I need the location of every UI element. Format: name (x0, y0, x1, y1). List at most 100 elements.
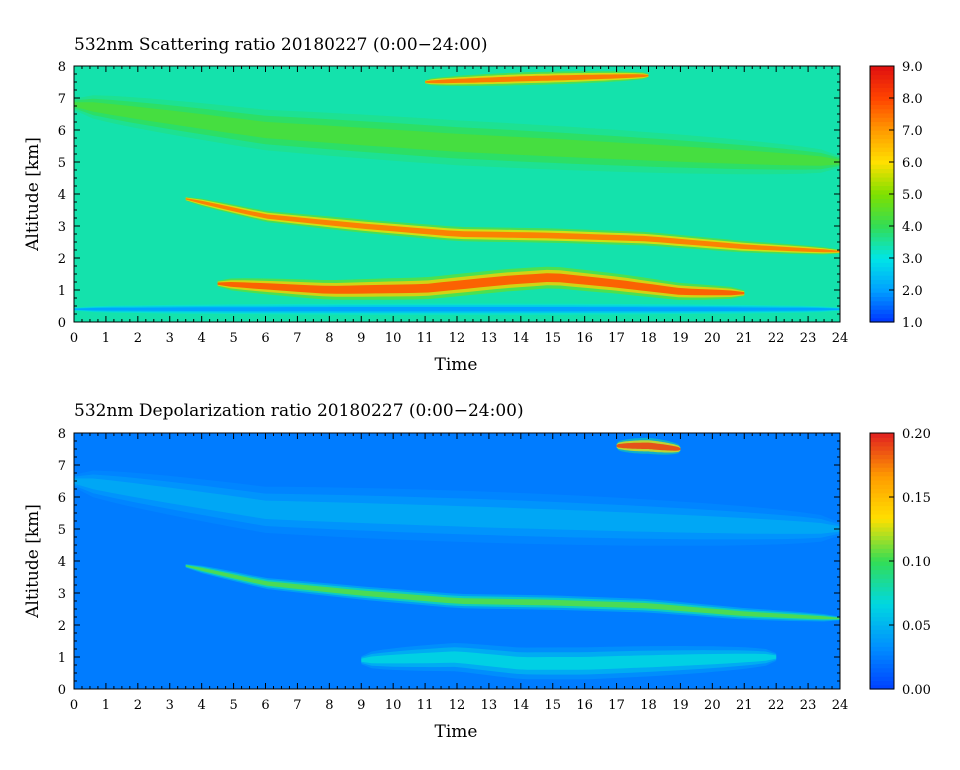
x-tick-label: 22 (768, 698, 785, 713)
colorbar-swatch (870, 262, 894, 268)
colorbar-swatch (870, 236, 894, 242)
colorbar-swatch (870, 505, 894, 511)
x-tick-label: 12 (449, 331, 466, 346)
colorbar-swatch (870, 612, 894, 618)
colorbar-swatch (870, 223, 894, 229)
y-tick-label: 0 (58, 316, 66, 331)
colorbar-swatch (870, 497, 894, 502)
colorbar-swatch (870, 168, 894, 174)
x-tick-label: 4 (198, 331, 206, 346)
colorbar-swatch (870, 228, 894, 233)
heatmap-feature (74, 303, 840, 315)
colorbar-swatch (870, 279, 894, 285)
y-tick-label: 5 (58, 523, 66, 538)
colorbar-swatch (870, 642, 894, 647)
colorbar-swatch (870, 680, 894, 686)
x-axis-label: Time (435, 355, 478, 375)
colorbar-swatch (870, 147, 894, 152)
y-axis-label: Altitude [km] (23, 504, 43, 619)
colorbar-swatch (870, 659, 894, 664)
y-tick-label: 5 (58, 156, 66, 171)
heatmap-contour (74, 307, 840, 312)
x-tick-label: 22 (768, 331, 785, 346)
heatmap-depolarization-ratio (74, 433, 840, 689)
colorbar-swatch (870, 663, 894, 669)
x-tick-label: 23 (800, 698, 817, 713)
heatmap-feature (185, 564, 840, 622)
colorbar-swatch (870, 492, 894, 498)
colorbar-swatch (870, 159, 894, 165)
colorbar-tick-label: 0.15 (902, 491, 931, 506)
colorbar-swatch (870, 501, 894, 507)
y-tick-label: 3 (58, 220, 66, 235)
colorbar-tick-label: 7.0 (902, 124, 923, 139)
colorbar-tick-label: 0.00 (902, 683, 931, 698)
colorbar-swatch (870, 70, 894, 76)
colorbar-swatch (870, 87, 894, 93)
colorbar-swatch (870, 595, 894, 600)
heatmap-contour (74, 102, 840, 166)
x-tick-label: 2 (134, 698, 142, 713)
x-tick-label: 18 (640, 331, 657, 346)
colorbar-swatch (870, 83, 894, 88)
colorbar-swatch (870, 509, 894, 515)
colorbar-swatch (870, 573, 894, 579)
colorbar-swatch (870, 535, 894, 541)
colorbar-swatch (870, 629, 894, 635)
colorbar-tick-label: 2.0 (902, 284, 923, 299)
x-tick-label: 5 (229, 698, 237, 713)
colorbar-swatch (870, 616, 894, 622)
colorbar-swatch (870, 296, 894, 302)
colorbar-swatch (870, 599, 894, 605)
y-tick-label: 0 (58, 683, 66, 698)
colorbar-swatch (870, 108, 894, 114)
colorbar-swatch (870, 258, 894, 263)
heatmap-contour (74, 478, 840, 534)
colorbar-swatch (870, 151, 894, 157)
y-tick-label: 7 (58, 459, 66, 474)
colorbar-swatch (870, 130, 894, 135)
colorbar-swatch (870, 488, 894, 494)
x-tick-label: 2 (134, 331, 142, 346)
colorbar-swatch (870, 112, 894, 118)
y-tick-label: 8 (58, 60, 66, 75)
colorbar-swatch (870, 539, 894, 545)
heatmap-feature (74, 95, 840, 175)
colorbar-swatch (870, 245, 894, 251)
colorbar-swatch (870, 117, 894, 123)
colorbar-swatch (870, 300, 894, 306)
heatmap-scattering-ratio (74, 66, 840, 322)
x-tick-label: 16 (576, 698, 593, 713)
heatmap-feature (217, 266, 745, 300)
colorbar-swatch (870, 121, 894, 127)
x-tick-label: 15 (544, 698, 561, 713)
colorbar-swatch (870, 125, 894, 131)
colorbar-swatch (870, 582, 894, 588)
heatmap-contour (185, 565, 840, 620)
heatmap-feature (361, 643, 777, 680)
x-tick-label: 10 (385, 698, 402, 713)
x-tick-label: 11 (417, 331, 434, 346)
x-tick-label: 0 (70, 698, 78, 713)
panel-title: 532nm Scattering ratio 20180227 (0:00−24… (74, 35, 488, 55)
x-tick-label: 4 (198, 698, 206, 713)
colorbar-swatch (870, 66, 894, 71)
heatmap-contour (616, 442, 681, 451)
y-tick-label: 2 (58, 619, 66, 634)
colorbar-swatch (870, 253, 894, 259)
colorbar-tick-label: 6.0 (902, 156, 923, 171)
y-tick-label: 2 (58, 252, 66, 267)
colorbar-swatch (870, 620, 894, 626)
x-tick-label: 19 (672, 698, 689, 713)
x-tick-label: 24 (832, 698, 849, 713)
colorbar-swatch (870, 219, 894, 225)
colorbar-swatch (870, 548, 894, 554)
colorbar-tick-label: 3.0 (902, 252, 923, 267)
x-tick-label: 21 (736, 331, 753, 346)
colorbar-swatch (870, 633, 894, 639)
colorbar-tick-label: 0.10 (902, 555, 931, 570)
colorbar-swatch (870, 671, 894, 677)
colorbar-depolarization-ratio: 0.00 0.05 0.10 0.15 0.20 (869, 427, 931, 698)
colorbar-swatch (870, 522, 894, 528)
colorbar-swatch (870, 654, 894, 660)
